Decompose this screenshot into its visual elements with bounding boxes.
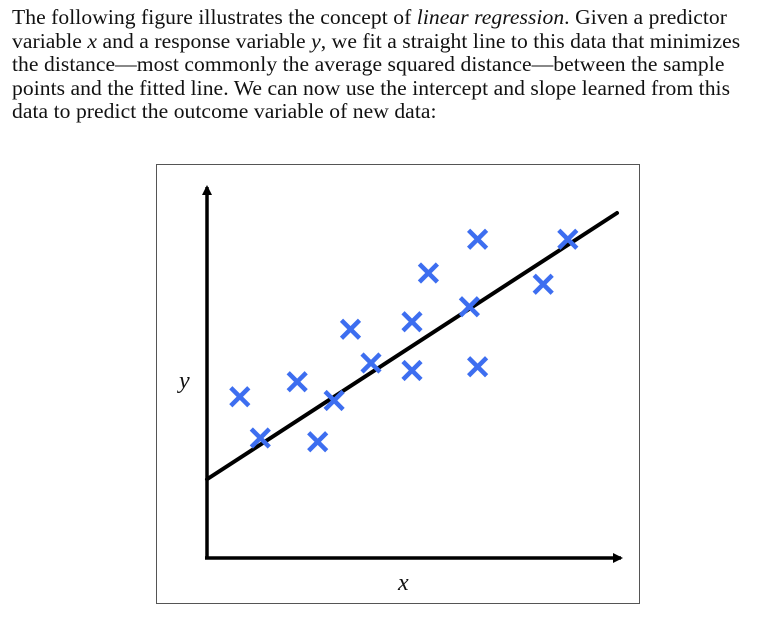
data-point-marker xyxy=(467,356,489,378)
text-run: data to predict the outcome variable of … xyxy=(12,99,437,124)
data-point-marker xyxy=(532,273,554,295)
text-run: points and the fitted line. We can now u… xyxy=(12,75,731,100)
data-point-marker xyxy=(323,389,345,412)
regression-figure: y x xyxy=(156,164,640,604)
data-point-marker xyxy=(401,311,423,333)
scatter-plot: y x xyxy=(177,185,623,596)
data-point-marker xyxy=(458,296,480,318)
paragraph-line: the distance—most commonly the average s… xyxy=(12,52,776,77)
data-point-marker xyxy=(249,427,271,449)
fitted-regression-line xyxy=(205,211,619,482)
text-run: the distance—most commonly the average s… xyxy=(12,52,725,77)
intro-paragraph: The following figure illustrates the con… xyxy=(12,5,776,124)
paragraph-line: points and the fitted line. We can now u… xyxy=(12,75,776,101)
text-run: variable xyxy=(12,28,88,53)
data-point-marker xyxy=(229,386,251,408)
data-point-marker xyxy=(401,359,423,382)
data-point-marker xyxy=(307,431,329,453)
italic-term: y xyxy=(311,28,321,53)
text-run: The following figure illustrates the con… xyxy=(12,5,417,29)
data-point-marker xyxy=(557,228,579,250)
x-axis-label: x xyxy=(397,570,409,596)
data-point-marker xyxy=(467,228,489,250)
italic-term: linear regression xyxy=(416,5,565,29)
text-run: , we fit a straight line to this data th… xyxy=(320,28,741,53)
text-run: and a response variable xyxy=(97,28,312,53)
data-points xyxy=(229,228,579,453)
paragraph-line: variable x and a response variable y, we… xyxy=(12,28,776,54)
paragraph-line: The following figure illustrates the con… xyxy=(12,5,776,30)
text-run: . Given a predictor xyxy=(564,5,728,29)
y-axis-label: y xyxy=(177,368,190,394)
italic-term: x xyxy=(87,28,98,53)
data-point-marker xyxy=(360,352,382,374)
data-point-marker xyxy=(417,262,439,284)
data-point-marker xyxy=(339,318,362,340)
data-point-marker xyxy=(286,371,308,393)
paragraph-line: data to predict the outcome variable of … xyxy=(12,100,776,124)
